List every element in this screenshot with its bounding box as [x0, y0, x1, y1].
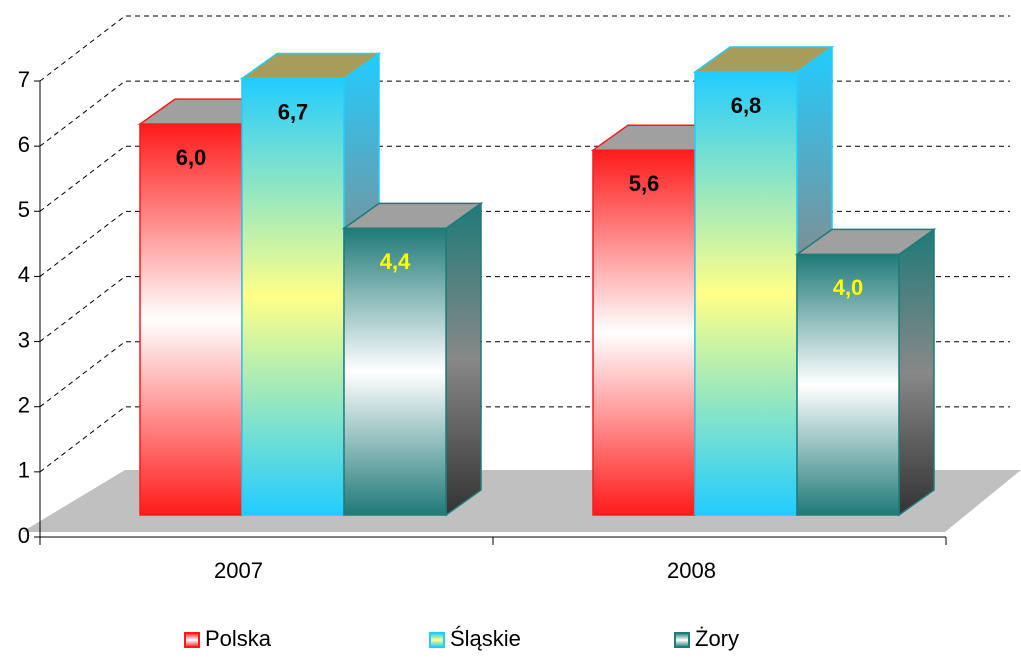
bar — [796, 253, 900, 516]
value-label: 4,4 — [380, 249, 411, 274]
bar — [139, 123, 243, 516]
bar — [694, 71, 798, 516]
legend-marker — [429, 632, 445, 648]
legend-label: Polska — [205, 626, 272, 651]
bar — [592, 149, 696, 516]
y-tick-label: 0 — [18, 523, 30, 548]
y-tick-label: 7 — [18, 67, 30, 92]
legend-marker — [184, 632, 200, 648]
value-label: 6,8 — [731, 93, 762, 118]
x-tick-label: 2008 — [667, 558, 716, 583]
value-label: 5,6 — [629, 171, 660, 196]
bar — [343, 227, 447, 516]
y-tick-label: 1 — [18, 458, 30, 483]
value-label: 6,7 — [278, 99, 309, 124]
grid-line — [39, 15, 1010, 82]
legend-label: Żory — [695, 626, 739, 651]
value-label: 6,0 — [176, 145, 207, 170]
x-tick-label: 2007 — [214, 558, 263, 583]
bar — [241, 77, 345, 516]
y-tick-label: 2 — [18, 393, 30, 418]
bar-side — [898, 227, 935, 517]
value-label: 4,0 — [833, 275, 864, 300]
y-tick-label: 4 — [18, 262, 30, 287]
legend-label: Śląskie — [450, 626, 521, 651]
bar-side — [445, 201, 482, 517]
y-tick-label: 3 — [18, 327, 30, 352]
y-tick-label: 6 — [18, 132, 30, 157]
y-tick-label: 5 — [18, 197, 30, 222]
legend-marker — [674, 632, 690, 648]
